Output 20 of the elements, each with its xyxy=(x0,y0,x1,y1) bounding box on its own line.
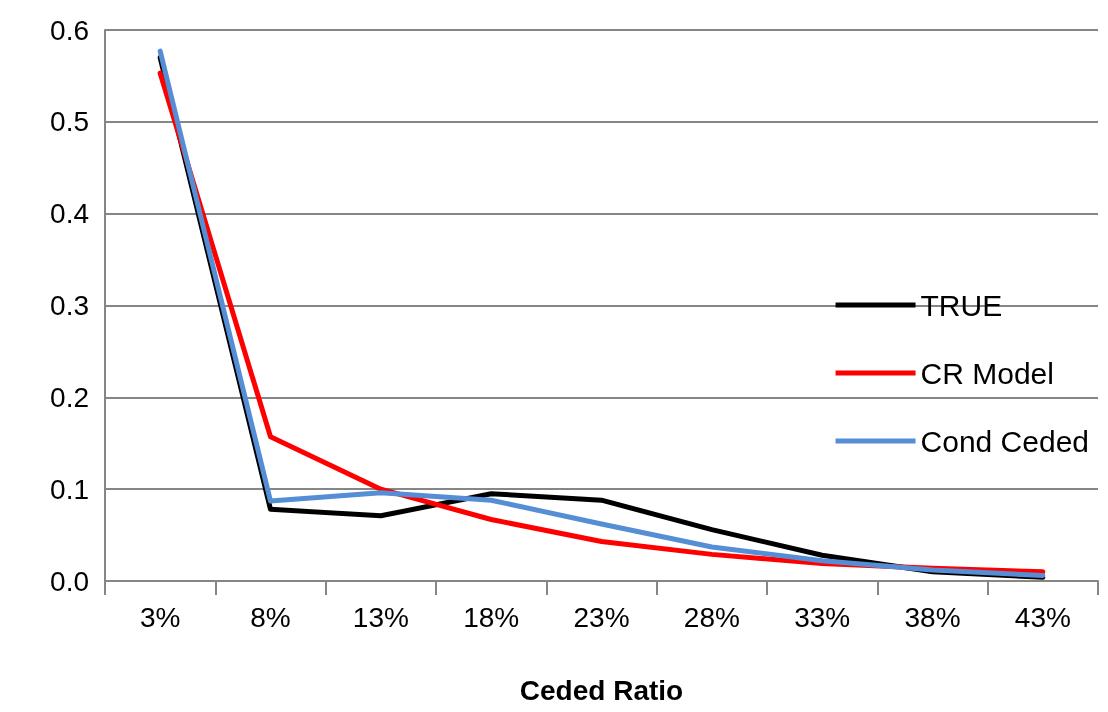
x-tick-label: 23% xyxy=(573,601,630,633)
y-tick-label: 0.4 xyxy=(50,198,89,230)
x-tick-label: 18% xyxy=(463,601,520,633)
y-tick-label: 0.1 xyxy=(50,473,89,505)
y-tick-label: 0.2 xyxy=(50,381,89,413)
y-tick-label: 0.0 xyxy=(50,565,89,597)
x-tick-label: 43% xyxy=(1014,601,1071,633)
y-tick-label: 0.3 xyxy=(50,290,89,321)
legend-label: TRUE xyxy=(920,288,1003,322)
x-tick-label: 13% xyxy=(352,601,409,633)
x-axis-title: Ceded Ratio xyxy=(519,674,684,706)
y-tick-label: 0.6 xyxy=(50,14,89,46)
y-tick-label: 0.5 xyxy=(50,106,89,138)
x-tick-label: 28% xyxy=(683,601,740,633)
legend-label: CR Model xyxy=(920,356,1054,390)
x-tick-label: 8% xyxy=(250,601,291,633)
x-tick-label: 3% xyxy=(139,601,181,633)
x-tick-label: 38% xyxy=(904,601,961,633)
legend-label: Cond Ceded xyxy=(920,424,1090,458)
x-tick-label: 33% xyxy=(794,601,851,633)
